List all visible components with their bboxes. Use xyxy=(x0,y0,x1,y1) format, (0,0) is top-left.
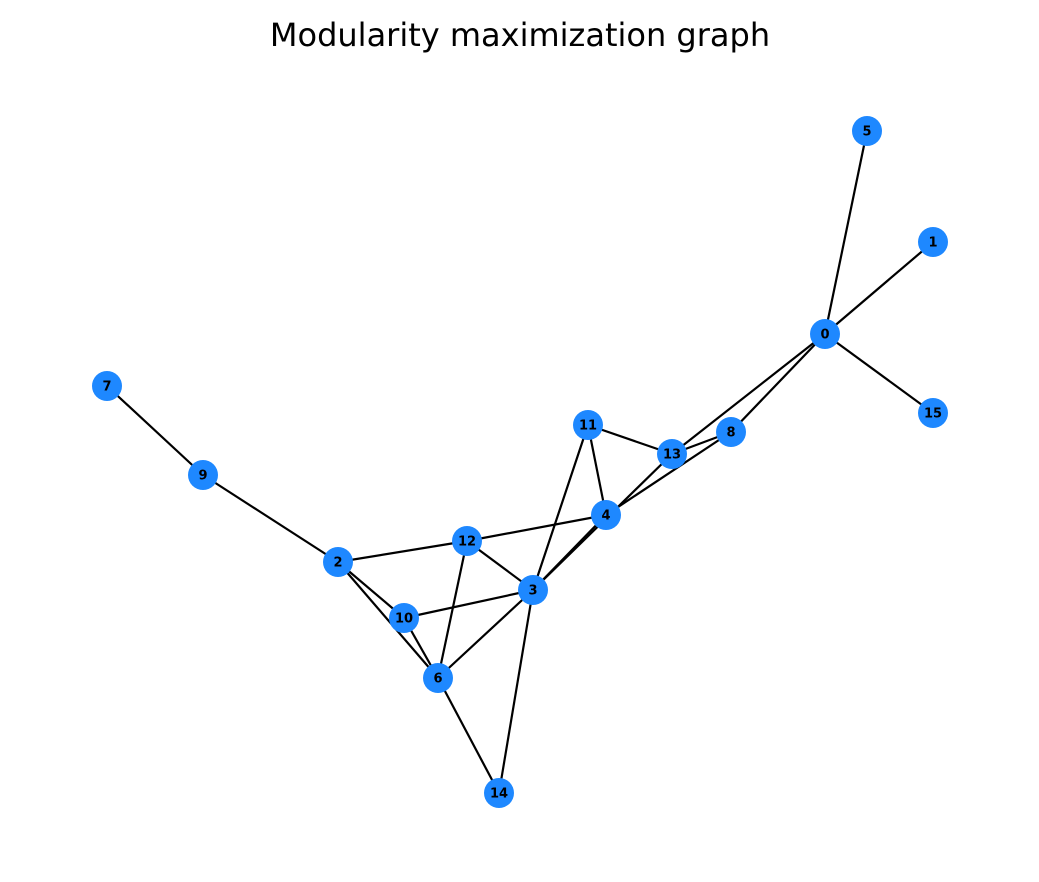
node-6: 6 xyxy=(423,663,453,693)
graph-title: Modularity maximization graph xyxy=(270,16,770,54)
edge-0-5 xyxy=(823,130,869,335)
node-label: 13 xyxy=(663,448,681,463)
edge-12-4 xyxy=(466,513,607,543)
edge-0-8 xyxy=(730,333,826,433)
node-8: 8 xyxy=(716,417,746,447)
node-15: 15 xyxy=(918,398,948,428)
node-14: 14 xyxy=(484,778,514,808)
node-3: 3 xyxy=(518,575,548,605)
node-circle xyxy=(323,547,353,577)
edge-0-1 xyxy=(824,241,934,335)
node-circle xyxy=(573,410,603,440)
node-circle xyxy=(918,398,948,428)
node-label: 8 xyxy=(726,426,735,441)
edge-7-9 xyxy=(106,385,204,476)
node-1: 1 xyxy=(918,227,948,257)
node-circle xyxy=(518,575,548,605)
node-11: 11 xyxy=(573,410,603,440)
edge-layer xyxy=(106,130,934,794)
edge-9-2 xyxy=(202,474,339,563)
edge-2-6 xyxy=(337,561,439,679)
edge-12-6 xyxy=(436,540,469,679)
node-circle xyxy=(423,663,453,693)
node-circle xyxy=(591,500,621,530)
edge-3-6 xyxy=(437,589,534,679)
node-12: 12 xyxy=(452,526,482,556)
node-9: 9 xyxy=(188,460,218,490)
edge-10-3 xyxy=(403,588,534,620)
edge-0-15 xyxy=(824,333,934,414)
node-circle xyxy=(92,371,122,401)
node-circle xyxy=(852,116,882,146)
node-circle xyxy=(452,526,482,556)
node-label: 14 xyxy=(490,787,508,802)
edge-11-4 xyxy=(586,424,608,516)
node-13: 13 xyxy=(657,439,687,469)
node-circle xyxy=(484,778,514,808)
node-7: 7 xyxy=(92,371,122,401)
node-label: 0 xyxy=(820,328,829,343)
node-circle xyxy=(918,227,948,257)
node-5: 5 xyxy=(852,116,882,146)
edge-6-14 xyxy=(437,677,500,794)
node-circle xyxy=(716,417,746,447)
node-2: 2 xyxy=(323,547,353,577)
edge-11-3 xyxy=(531,424,590,591)
node-label: 11 xyxy=(579,419,597,434)
node-circle xyxy=(389,603,419,633)
node-label: 2 xyxy=(333,556,342,571)
node-circle xyxy=(188,460,218,490)
node-10: 10 xyxy=(389,603,419,633)
node-label: 3 xyxy=(528,584,537,599)
edge-8-4 xyxy=(605,431,732,516)
node-label: 5 xyxy=(862,125,871,140)
node-label: 1 xyxy=(928,236,937,251)
node-label: 10 xyxy=(395,612,413,627)
node-label: 4 xyxy=(601,509,610,524)
node-label: 9 xyxy=(198,469,207,484)
edge-4-3 xyxy=(532,514,607,591)
edge-3-14 xyxy=(497,589,535,794)
node-4: 4 xyxy=(591,500,621,530)
node-label: 6 xyxy=(433,672,442,687)
node-0: 0 xyxy=(810,319,840,349)
node-label: 15 xyxy=(924,407,942,422)
node-label: 7 xyxy=(102,380,111,395)
node-circle xyxy=(810,319,840,349)
edge-2-12 xyxy=(337,539,468,564)
edge-0-13 xyxy=(671,333,826,455)
node-label: 12 xyxy=(458,535,476,550)
node-circle xyxy=(657,439,687,469)
